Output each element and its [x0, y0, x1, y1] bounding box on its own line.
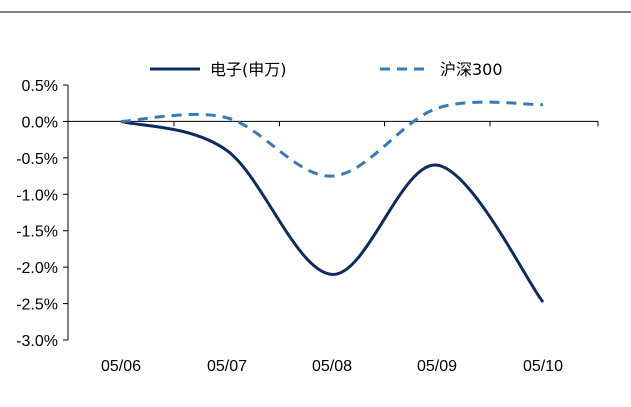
y-tick-label: -1.5% — [16, 224, 58, 241]
x-tick-label: 05/08 — [312, 358, 352, 375]
series-layer — [120, 100, 545, 304]
x-axis-ticks: 05/06 05/07 05/08 05/09 05/10 — [67, 121, 599, 375]
y-tick-label: -2.0% — [16, 260, 58, 277]
x-tick-label: 05/10 — [523, 358, 563, 375]
legend: 电子(申万) 沪深300 — [150, 60, 503, 79]
y-tick-label: -3.0% — [16, 333, 58, 350]
y-tick-label: -2.5% — [16, 297, 58, 314]
series-line-csi300 — [120, 100, 544, 178]
x-tick-label: 05/07 — [207, 358, 247, 375]
y-tick-label: -1.0% — [16, 187, 58, 204]
series-line-electronics — [120, 119, 545, 304]
legend-label-csi300: 沪深300 — [440, 60, 503, 79]
y-tick-label: -0.5% — [16, 151, 58, 168]
y-axis-ticks: 0.5% 0.0% -0.5% -1.0% -1.5% -2.0% -2.5% -3.0% — [16, 78, 68, 350]
y-tick-label: 0.5% — [22, 78, 58, 95]
y-tick-label: 0.0% — [22, 114, 58, 131]
x-tick-label: 05/09 — [417, 358, 457, 375]
legend-label-electronics: 电子(申万) — [210, 60, 287, 79]
x-tick-label: 05/06 — [101, 358, 141, 375]
